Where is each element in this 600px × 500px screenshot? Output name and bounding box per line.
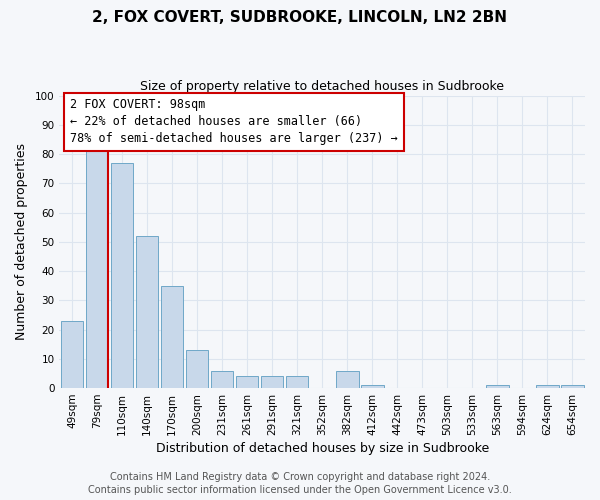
Text: Contains HM Land Registry data © Crown copyright and database right 2024.
Contai: Contains HM Land Registry data © Crown c… — [88, 472, 512, 495]
Bar — [486, 385, 509, 388]
Bar — [261, 376, 283, 388]
Bar — [336, 370, 359, 388]
Bar — [286, 376, 308, 388]
Title: Size of property relative to detached houses in Sudbrooke: Size of property relative to detached ho… — [140, 80, 504, 93]
Bar — [61, 321, 83, 388]
Bar — [86, 148, 108, 388]
Bar — [536, 385, 559, 388]
Bar — [561, 385, 584, 388]
Bar — [361, 385, 383, 388]
Bar — [236, 376, 259, 388]
Bar — [161, 286, 184, 388]
Y-axis label: Number of detached properties: Number of detached properties — [15, 144, 28, 340]
Text: 2, FOX COVERT, SUDBROOKE, LINCOLN, LN2 2BN: 2, FOX COVERT, SUDBROOKE, LINCOLN, LN2 2… — [92, 10, 508, 25]
Bar — [186, 350, 208, 388]
Bar — [211, 370, 233, 388]
Text: 2 FOX COVERT: 98sqm
← 22% of detached houses are smaller (66)
78% of semi-detach: 2 FOX COVERT: 98sqm ← 22% of detached ho… — [70, 98, 398, 146]
X-axis label: Distribution of detached houses by size in Sudbrooke: Distribution of detached houses by size … — [155, 442, 489, 455]
Bar — [136, 236, 158, 388]
Bar — [111, 163, 133, 388]
